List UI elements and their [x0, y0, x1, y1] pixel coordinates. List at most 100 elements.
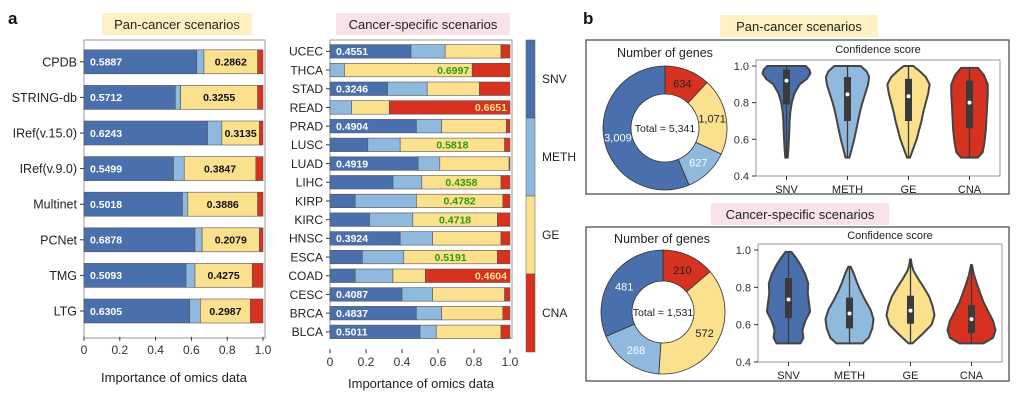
bar-row-esca: ESCA 0.5191 — [290, 250, 511, 265]
violin-meth — [824, 65, 871, 159]
data-label: 0.4718 — [439, 214, 471, 226]
bar-row-ucec: UCEC 0.4551 — [289, 44, 511, 59]
bar-segment-snv — [83, 227, 196, 253]
x-tick-label: 0.8 — [219, 343, 236, 357]
category-label: BRCA — [290, 306, 323, 320]
bar-segment-meth — [417, 156, 441, 171]
bar-segment-cna — [250, 298, 264, 324]
cancer-specific-violin-title: Confidence score — [847, 230, 933, 242]
cancer-specific-xlabel: Importance of omics data — [348, 376, 495, 391]
bar-row-multinet: Multinet 0.5018 0.3886 — [33, 191, 264, 217]
bar-row-coad: COAD 0.4604 — [288, 268, 511, 283]
violin-meth — [824, 265, 875, 345]
bar-segment-ge — [201, 227, 260, 253]
bar-row-tmg: TMG 0.5093 0.4275 — [49, 263, 264, 288]
bar-segment-cna — [504, 137, 511, 152]
bar-segment-cna — [259, 120, 264, 146]
cancer-specific-donut-chart: Number of genes 210 572 268 481 Total = 1,53… — [600, 232, 726, 375]
cancer-specific-b-header-bg — [711, 203, 889, 225]
category-label: HNSC — [289, 232, 323, 246]
x-tick-label: METH — [832, 184, 863, 196]
data-label: 0.3847 — [204, 163, 236, 175]
bar-segment-ge — [439, 156, 510, 171]
data-label: 0.5011 — [336, 327, 368, 339]
y-tick-label: 1.0 — [736, 245, 751, 257]
bar-segment-cna — [504, 287, 511, 302]
bar-row-kirc: KIRC 0.4718 — [294, 212, 511, 227]
category-label: ESCA — [290, 250, 323, 264]
bar-segment-cna — [502, 306, 511, 321]
x-tick-label: 0.2 — [358, 355, 375, 369]
y-tick-label: 0.8 — [736, 282, 751, 294]
cancer-specific-bar-chart: Cancer-specific scenarios UCEC 0.4551 THCA… — [288, 13, 519, 391]
legend-swatch-meth — [525, 117, 536, 197]
data-label: 0.3135 — [225, 128, 257, 140]
bar-segment-cna — [500, 324, 511, 339]
x-tick-label: GE — [903, 370, 919, 382]
bar-segment-meth — [196, 49, 205, 75]
bar-segment-cna — [257, 85, 264, 110]
bar-segment-meth — [369, 212, 414, 227]
bar-segment-cna — [506, 119, 511, 134]
bar-row-iref-v-9-0: IRef(v.9.0) 0.5499 0.3847 — [20, 156, 264, 181]
bar-segment-ge — [441, 306, 504, 321]
bar-segment-meth — [410, 44, 446, 59]
bar-segment-cna — [508, 156, 511, 171]
category-label: IRef(v.15.0) — [13, 127, 77, 141]
pan-cancer-plot-frame — [83, 39, 266, 339]
category-label: CPDB — [42, 55, 77, 69]
violin-median — [908, 308, 913, 313]
bar-segment-meth — [399, 231, 433, 246]
legend-swatch-snv — [525, 39, 536, 119]
bar-segment-meth — [329, 62, 345, 78]
bar-segment-cna — [500, 231, 511, 246]
legend-label-ge: GE — [542, 228, 559, 242]
legend-label-meth: METH — [542, 150, 576, 164]
bar-segment-ge — [444, 44, 502, 59]
bar-segment-cna — [255, 156, 264, 181]
bar-segment-meth — [419, 324, 437, 339]
donut-center-label: Total = 5,341 — [635, 123, 696, 135]
data-label: 0.5712 — [90, 92, 122, 104]
donut-slice-label: 268 — [627, 345, 645, 357]
bar-segment-cna — [502, 193, 511, 208]
x-tick-label: CNA — [960, 370, 984, 382]
bar-row-lihc: LIHC 0.4358 — [296, 175, 511, 190]
violin-cna — [950, 66, 989, 159]
category-label: READ — [290, 101, 324, 115]
legend-swatch-cna — [525, 273, 536, 353]
bar-segment-cna — [500, 175, 511, 190]
donut-slice-label: 627 — [689, 158, 707, 170]
pan-cancer-header: Pan-cancer scenarios — [114, 17, 240, 32]
bar-segment-ge — [194, 263, 253, 288]
x-tick-label: 1.0 — [255, 343, 272, 357]
category-label: TMG — [49, 269, 77, 283]
x-tick-label: CNA — [958, 184, 982, 196]
violin-ge — [885, 258, 936, 345]
bar-row-cesc: CESC 0.4087 — [290, 287, 511, 302]
bar-segment-meth — [392, 175, 423, 190]
legend-label-snv: SNV — [542, 72, 567, 86]
x-tick-label: 0.4 — [147, 343, 164, 357]
bar-segment-meth — [354, 268, 394, 283]
legend-swatch-ge — [525, 195, 536, 275]
bar-segment-meth — [354, 193, 417, 208]
donut-slice-label: 3,009 — [604, 132, 632, 144]
violin-median — [906, 94, 911, 99]
bar-segment-meth — [362, 250, 405, 265]
violin-median — [786, 297, 791, 302]
panel-label-b: b — [583, 9, 593, 28]
bar-segment-meth — [329, 100, 352, 115]
data-label: 0.4919 — [336, 158, 368, 170]
violin-median — [847, 311, 852, 316]
pan-cancer-b-header-bg — [720, 15, 878, 37]
bar-row-ltg: LTG 0.6305 0.2987 — [54, 298, 264, 324]
data-label: 0.4551 — [336, 46, 368, 58]
y-tick-label: 0.6 — [734, 134, 749, 146]
data-label: 0.4837 — [336, 308, 368, 320]
bar-row-kirp: KIRP 0.4782 — [295, 193, 511, 208]
bar-segment-meth — [189, 298, 201, 324]
cancer-specific-header: Cancer-specific scenarios — [349, 17, 498, 32]
bar-row-hnsc: HNSC 0.3924 — [289, 231, 511, 246]
